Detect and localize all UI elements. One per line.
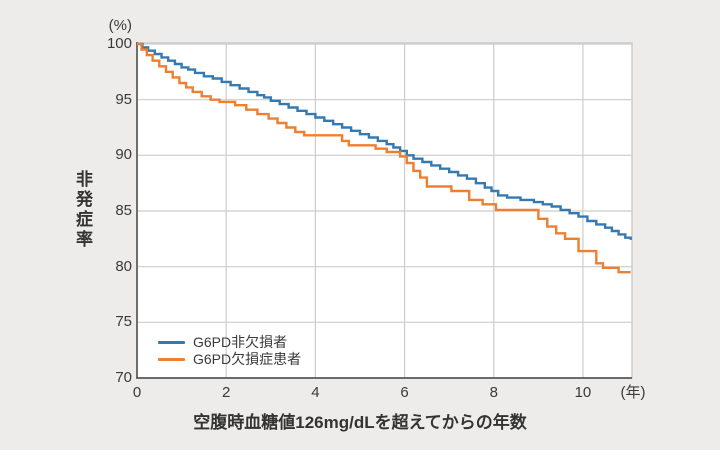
y-tick-label: 75 [115,313,132,331]
y-tick-label: 95 [115,90,132,108]
x-tick-label: 10 [574,384,592,401]
y-tick-label: 80 [115,257,132,275]
y-tick-label: 90 [115,146,132,164]
legend-line-swatch-orange [158,358,185,361]
chart-legend: G6PD非欠損者 G6PD欠損症患者 [158,335,301,367]
y-tick-label: 100 [106,35,132,52]
x-axis-unit-label: (年) [620,384,646,401]
legend-item-g6pd-non-deficient: G6PD非欠損者 [158,335,301,350]
legend-line-swatch-blue [158,341,185,344]
legend-label: G6PD欠損症患者 [193,351,302,367]
y-tick-label: 85 [115,202,132,219]
x-tick-label: 2 [222,384,231,401]
x-tick-label: 0 [132,384,142,401]
x-tick-label: 6 [400,384,409,401]
legend-item-g6pd-deficient: G6PD欠損症患者 [158,352,301,367]
x-axis-title: 空腹時血糖値126mg/dLを超えてからの年数 [193,413,527,432]
y-axis-unit-label: (%) [108,17,132,34]
y-axis-title: 非発症率 [73,170,92,250]
x-tick-label: 4 [311,384,320,401]
series-line-g6pd-non-deficient [137,42,632,240]
x-tick-label: 8 [489,384,498,401]
series-line-g6pd-deficient [137,42,631,274]
legend-label: G6PD非欠損者 [193,334,288,350]
y-tick-label: 70 [115,369,132,386]
